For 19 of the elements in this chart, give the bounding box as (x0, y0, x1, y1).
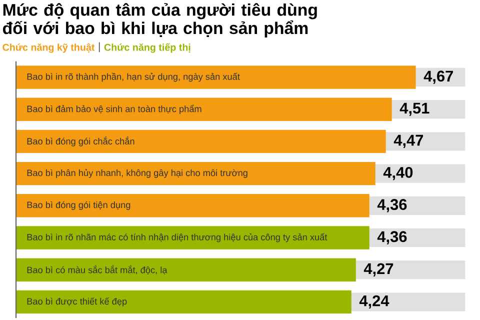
y-tick-label: Bao bì in rõ thành phần, hạn sử dụng, ngày sản xuất (27, 72, 240, 82)
data-label: 4,27 (364, 263, 394, 276)
data-label: 4,51 (400, 102, 430, 116)
data-label: 4,36 (377, 231, 407, 244)
y-tick-label: Bao bì đảm bảo vệ sinh an toàn thực phẩm (27, 104, 202, 114)
text: Chức năng tiếp thị (104, 43, 190, 53)
y-tick-label: Bao bì đóng gói chắc chắn (27, 136, 134, 146)
y-tick-label: Bao bì được thiết kế đẹp (27, 297, 127, 306)
y-tick-label: Bao bì có màu sắc bắt mắt, độc, lạ (27, 265, 168, 274)
y-tick-label: Bao bì đóng gói tiện dụng (27, 201, 130, 210)
data-label: 4,47 (394, 134, 424, 148)
data-label: 4,36 (377, 199, 407, 212)
series-label: Chức năng kỹ thuật (2, 43, 95, 53)
data-label: 4,40 (383, 166, 413, 180)
y-tick-label: Bao bì in rõ nhãn mác có tính nhận diện thương hiệu của công ty sản xuất (27, 233, 328, 242)
chart-title: Mức độ quan tâm của người tiêu dùng đối với bao bì khi lựa chọn sản phẩm (2, 3, 317, 38)
data-label: 4,24 (359, 295, 390, 309)
y-tick-label: Bao bì phân hủy nhanh, không gây hại cho môi trường (27, 169, 248, 178)
data-label: 4,67 (424, 70, 453, 84)
